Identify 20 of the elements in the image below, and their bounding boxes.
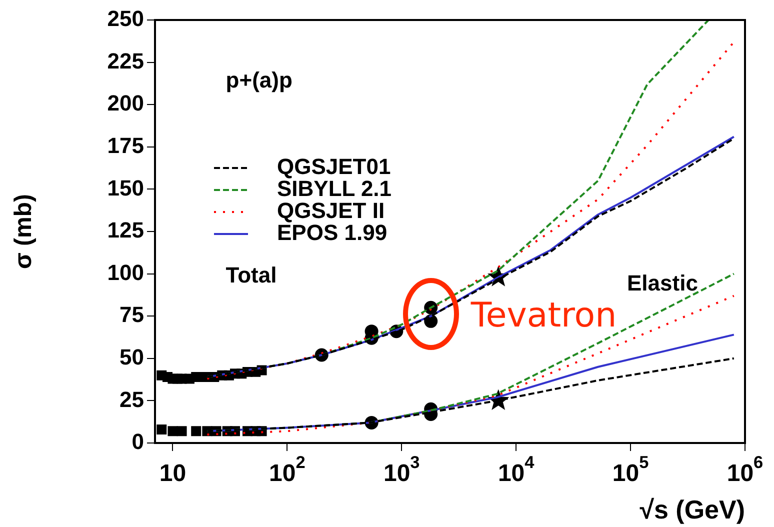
annotation: Tevatron	[470, 295, 617, 336]
annotation: p+(a)p	[226, 68, 292, 93]
y-tick-label: 250	[107, 6, 144, 32]
x-tick-label: 10	[159, 460, 186, 487]
y-tick-label: 125	[107, 218, 144, 243]
annotation: Elastic	[627, 270, 698, 296]
y-tick-label: 0	[132, 429, 144, 454]
annotation: Total	[226, 262, 277, 288]
legend-label: QGSJET01	[277, 154, 391, 180]
y-tick-label: 150	[107, 175, 144, 200]
y-tick-label: 50	[120, 344, 144, 370]
y-tick-label: 25	[120, 386, 144, 412]
y-tick-label: 100	[107, 260, 144, 285]
y-tick-label: 75	[120, 302, 144, 328]
y-tick-label: 225	[107, 48, 144, 74]
legend-label: QGSJET II	[277, 198, 385, 224]
y-tick-label: 175	[107, 132, 144, 158]
y-tick-label: 200	[107, 90, 144, 116]
x-axis-title: √s (GeV)	[640, 494, 745, 525]
y-axis-title: σ (mb)	[10, 194, 38, 270]
